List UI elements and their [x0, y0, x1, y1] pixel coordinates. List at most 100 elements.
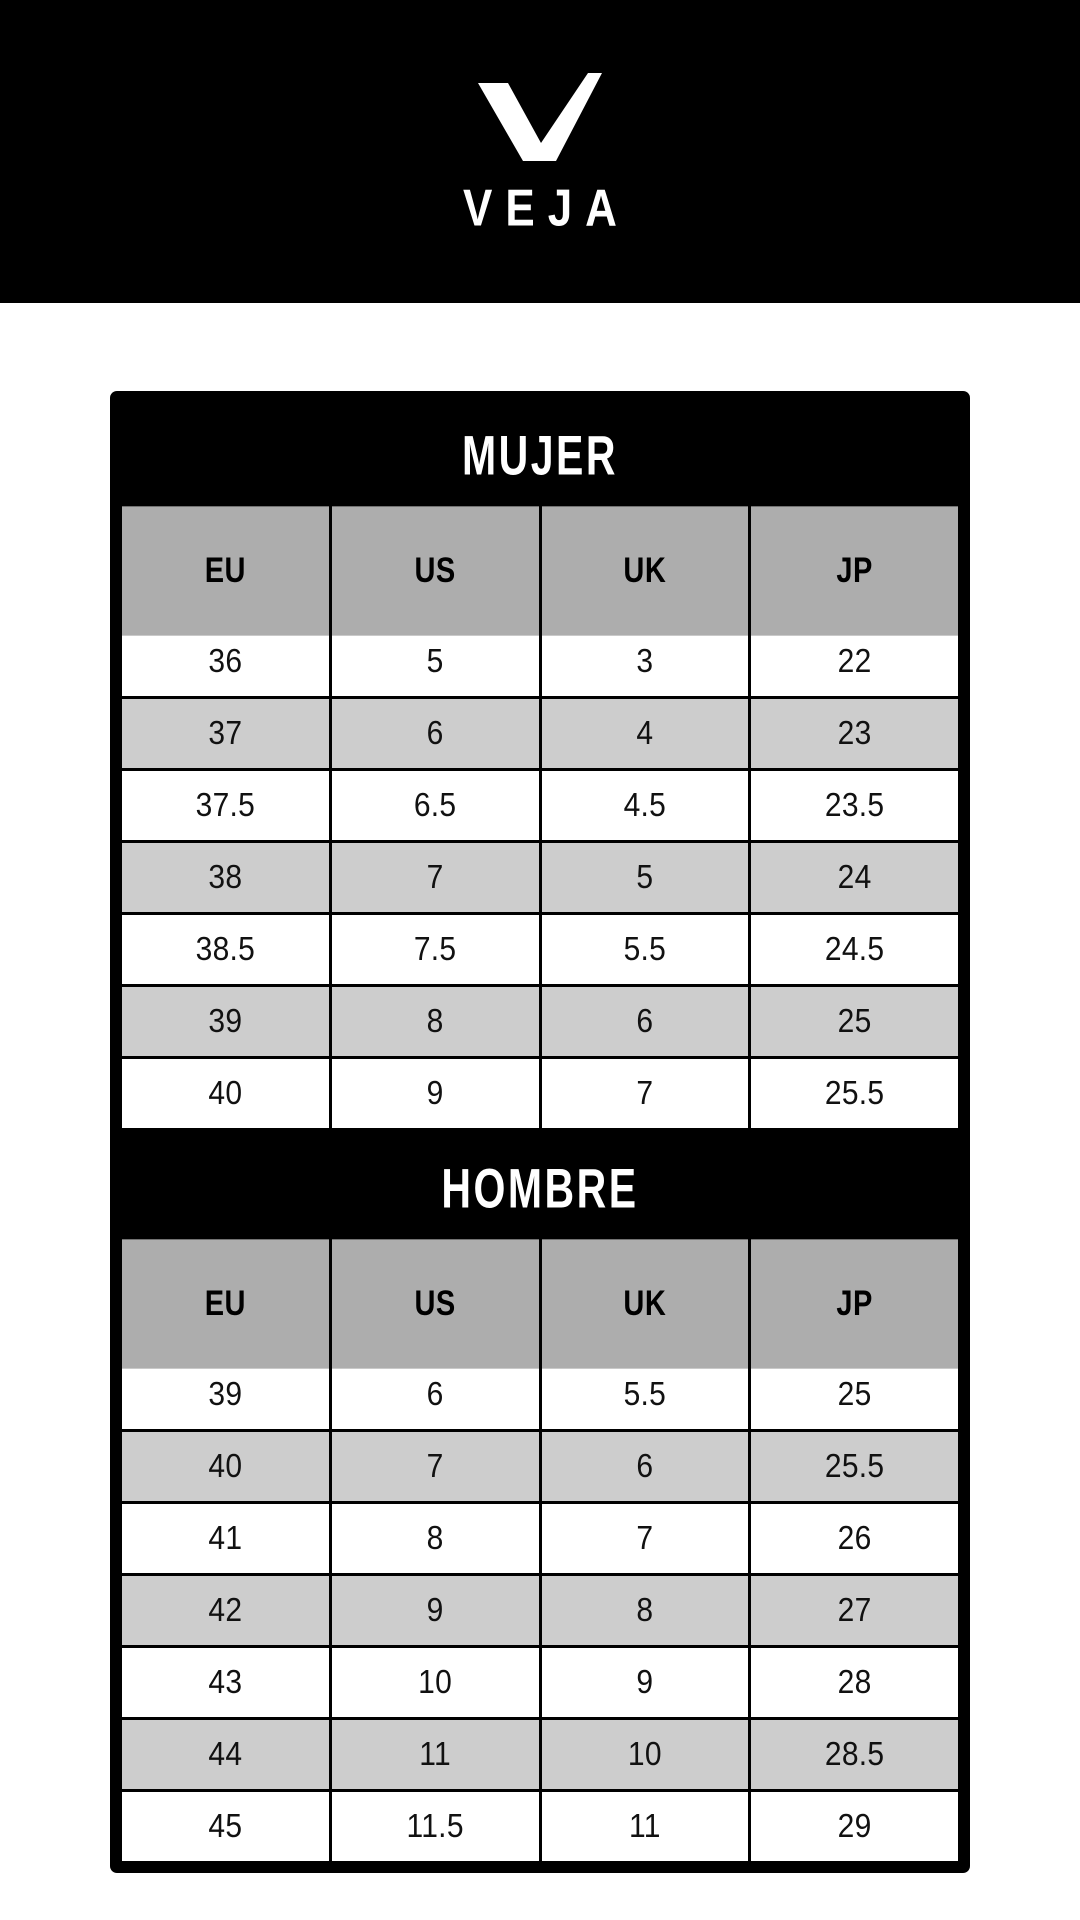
table-row: 38.5 7.5 5.5 24.5: [122, 915, 958, 984]
size-cell-uk: 5.5: [541, 1360, 749, 1429]
size-cell-eu: 42: [122, 1576, 329, 1645]
size-value: 8: [426, 1002, 444, 1040]
size-cell-uk: 4: [541, 699, 749, 768]
size-value: 38: [208, 858, 243, 896]
size-cell-uk: 11: [541, 1792, 749, 1861]
size-value: 9: [426, 1591, 444, 1629]
table-row: 37.5 6.5 4.5 23.5: [122, 771, 958, 840]
size-cell-us: 11.5: [331, 1792, 539, 1861]
column-header-us-label: US: [414, 1283, 456, 1323]
size-value: 4.5: [623, 786, 667, 824]
size-value: 6: [636, 1447, 654, 1485]
size-cell-jp: 29: [751, 1792, 958, 1861]
table-header-row: EU US UK JP: [122, 1239, 958, 1369]
size-value: 6: [426, 714, 444, 752]
size-cell-jp: 28.5: [751, 1720, 958, 1789]
size-cell-eu: 40: [122, 1432, 329, 1501]
table-row: 40 9 7 25.5: [122, 1059, 958, 1128]
size-cell-eu: 44: [122, 1720, 329, 1789]
column-header-jp-label: JP: [836, 1283, 873, 1323]
size-table-hombre: EU US UK JP 39 6 5.5 25 40 7 6 25.5: [119, 1239, 961, 1864]
size-cell-jp: 25: [751, 987, 958, 1056]
size-value: 3: [636, 642, 654, 680]
size-cell-us: 9: [331, 1576, 539, 1645]
size-value: 28.5: [824, 1735, 885, 1773]
size-cell-jp: 26: [751, 1504, 958, 1573]
size-cell-eu: 38: [122, 843, 329, 912]
veja-checkmark-v-icon: [478, 72, 602, 161]
size-value: 6: [636, 1002, 654, 1040]
size-value: 22: [837, 642, 872, 680]
size-cell-eu: 36: [122, 627, 329, 696]
size-value: 25.5: [824, 1447, 885, 1485]
size-value: 27: [837, 1591, 872, 1629]
size-value: 5.5: [623, 1375, 667, 1413]
size-value: 25: [837, 1002, 872, 1040]
table-row: 41 8 7 26: [122, 1504, 958, 1573]
size-cell-jp: 25.5: [751, 1059, 958, 1128]
size-cell-uk: 6: [541, 1432, 749, 1501]
column-header-uk-label: UK: [623, 550, 667, 590]
table-row: 42 9 8 27: [122, 1576, 958, 1645]
brand-wordmark: VEJA: [463, 179, 630, 237]
size-value: 5.5: [623, 930, 667, 968]
size-value: 28: [837, 1663, 872, 1701]
column-header-jp-label: JP: [836, 550, 873, 590]
size-cell-us: 8: [331, 987, 539, 1056]
size-value: 11.5: [406, 1807, 464, 1845]
table-row: 40 7 6 25.5: [122, 1432, 958, 1501]
size-value: 7: [426, 858, 444, 896]
size-value: 9: [426, 1074, 444, 1112]
size-value: 7: [636, 1074, 654, 1112]
size-value: 5: [426, 642, 444, 680]
column-header-eu-label: EU: [204, 550, 247, 590]
size-value: 37.5: [195, 786, 256, 824]
table-header-row: EU US UK JP: [122, 506, 958, 636]
table-row: 44 11 10 28.5: [122, 1720, 958, 1789]
size-value: 7: [636, 1519, 654, 1557]
size-cell-us: 5: [331, 627, 539, 696]
size-value: 42: [208, 1591, 243, 1629]
size-value: 8: [636, 1591, 654, 1629]
size-cell-us: 6: [331, 1360, 539, 1429]
column-header-jp: JP: [751, 506, 958, 636]
size-cell-eu: 38.5: [122, 915, 329, 984]
size-value: 7: [426, 1447, 444, 1485]
size-value: 10: [627, 1735, 662, 1773]
column-header-eu: EU: [122, 506, 329, 636]
size-value: 40: [208, 1447, 243, 1485]
size-cell-uk: 6: [541, 987, 749, 1056]
section-title-mujer: MUJER: [119, 396, 961, 517]
size-value: 43: [208, 1663, 243, 1701]
size-cell-eu: 43: [122, 1648, 329, 1717]
size-value: 5: [636, 858, 654, 896]
section-header-mujer: MUJER: [119, 396, 961, 517]
size-value: 8: [426, 1519, 444, 1557]
size-cell-us: 7.5: [331, 915, 539, 984]
size-cell-eu: 41: [122, 1504, 329, 1573]
size-cell-us: 6.5: [331, 771, 539, 840]
size-cell-uk: 8: [541, 1576, 749, 1645]
size-value: 4: [636, 714, 654, 752]
size-cell-us: 9: [331, 1059, 539, 1128]
size-cell-us: 7: [331, 843, 539, 912]
size-value: 24: [837, 858, 872, 896]
size-cell-us: 7: [331, 1432, 539, 1501]
column-header-uk: UK: [541, 1239, 749, 1369]
size-cell-uk: 5.5: [541, 915, 749, 984]
size-cell-jp: 23.5: [751, 771, 958, 840]
column-header-uk: UK: [541, 506, 749, 636]
size-value: 37: [208, 714, 243, 752]
size-cell-uk: 5: [541, 843, 749, 912]
size-cell-eu: 37.5: [122, 771, 329, 840]
size-value: 45: [208, 1807, 243, 1845]
section-title-hombre: HOMBRE: [119, 1129, 961, 1250]
size-value: 9: [636, 1663, 654, 1701]
size-value: 36: [208, 642, 243, 680]
size-value: 6.5: [413, 786, 457, 824]
column-header-eu-label: EU: [204, 1283, 247, 1323]
size-value: 24.5: [824, 930, 885, 968]
size-cell-jp: 27: [751, 1576, 958, 1645]
size-value: 6: [426, 1375, 444, 1413]
column-header-us: US: [331, 506, 539, 636]
